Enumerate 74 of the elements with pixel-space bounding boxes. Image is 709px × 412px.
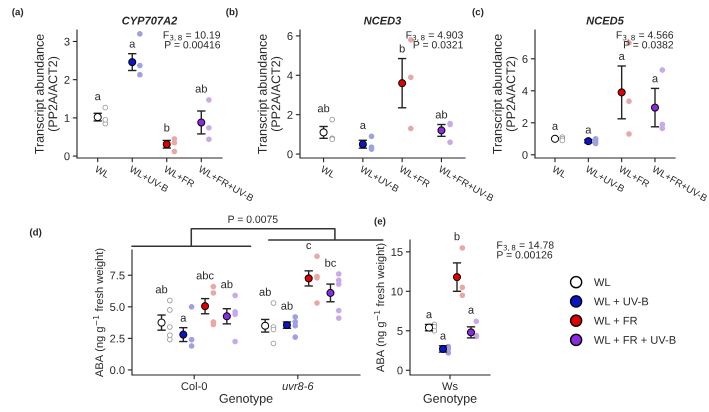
annotation: b: [454, 232, 460, 240]
y-tick-label: 4: [287, 72, 293, 80]
chart-title: NCED5: [586, 16, 624, 25]
annotation: a: [95, 94, 101, 100]
x-tick-label: WL: [320, 165, 336, 178]
annotation: a: [180, 316, 186, 322]
y-tick-label: 0: [64, 152, 70, 160]
x-axis-title: Genotype: [220, 394, 273, 406]
y-tick-label: 2: [64, 76, 70, 84]
y-tick-label: 15: [392, 248, 403, 256]
annotation: F$_{3,8}$ = 10.19 P = 0.00416: [164, 31, 220, 48]
legend-label: WL: [594, 278, 610, 286]
chart-title: NCED3: [364, 16, 402, 25]
text: (e): [374, 217, 386, 226]
y-axis-title: Transcript abundance (PP2A/ACT2): [258, 34, 283, 154]
text: (c): [472, 8, 484, 18]
text: F$_{3,8}$ = 14.78 P = 0.00126: [497, 241, 554, 259]
y-tick-label: 4: [522, 87, 528, 95]
x-tick-label: WL: [552, 165, 568, 178]
y-tick-label: 1: [64, 114, 70, 122]
annotation: a: [440, 333, 446, 340]
text: (b): [226, 8, 238, 18]
y-tick-label: 0: [522, 151, 528, 159]
annotation: b: [164, 123, 170, 132]
x-tick-label: Col-0: [181, 382, 208, 390]
text: P = 0.0075: [228, 216, 278, 223]
y-axis-title: ABA (ng g$^{−1}$ fresh weight): [93, 248, 106, 378]
y-tick-label: 5: [397, 327, 403, 335]
y-tick-label: 0.0: [110, 366, 125, 374]
annotation: a: [130, 42, 136, 48]
y-axis-title: ABA (ng g$^{−1}$ fresh weight): [374, 244, 386, 372]
annotation: a: [586, 127, 592, 134]
text: (d): [30, 228, 42, 238]
y-tick-label: 10: [392, 288, 403, 296]
x-axis-title: Genotype: [424, 394, 477, 406]
annotation: a: [552, 124, 558, 130]
x-tick-label: WL: [94, 165, 110, 178]
text: (a): [12, 8, 24, 18]
chart-title: CYP707A2: [122, 16, 178, 25]
y-tick-label: 0: [397, 366, 403, 374]
annotation: F$_{3,8}$ = 4.566 P = 0.0382: [616, 31, 674, 48]
y-tick-label: 7.5: [110, 272, 125, 280]
annotation: a: [468, 308, 474, 314]
legend-label: WL + FR: [594, 316, 638, 325]
x-tick-label: uvr8-6: [282, 382, 314, 390]
annotation: ab: [196, 84, 207, 93]
annotation: ab: [436, 110, 448, 118]
y-tick-label: 6: [287, 32, 293, 40]
y-tick-label: 0: [287, 150, 293, 158]
text: c: [306, 243, 312, 250]
annotation: a: [652, 76, 658, 82]
y-tick-label: 2: [522, 119, 528, 127]
annotation: a: [360, 122, 366, 130]
y-tick-label: 3: [64, 38, 70, 46]
annotation: F$_{3,8}$ = 4.903 P = 0.0321: [406, 31, 463, 48]
annotation: ab: [281, 302, 293, 310]
annotation: a: [426, 312, 432, 318]
annotation: a: [619, 54, 625, 60]
annotation: ab: [318, 104, 330, 112]
x-tick-label: Ws: [442, 382, 458, 390]
annotation: ab: [221, 280, 233, 288]
legend-label: WL + UV-B: [594, 298, 648, 306]
y-axis-title: Transcript abundance (PP2A/ACT2): [34, 34, 60, 154]
annotation: abc: [196, 271, 214, 280]
legend-label: WL + FR + UV-B: [594, 336, 676, 344]
annotation: b: [400, 44, 405, 53]
annotation: ab: [156, 285, 168, 294]
annotation: bc: [325, 258, 336, 267]
y-tick-label: 2: [287, 110, 292, 119]
y-tick-label: 5.0: [110, 303, 125, 311]
y-tick-label: 2.5: [110, 334, 125, 343]
y-tick-label: 6: [522, 55, 528, 63]
annotation: ab: [259, 288, 271, 296]
y-axis-title: Transcript abundance (PP2A/ACT2): [492, 34, 518, 154]
